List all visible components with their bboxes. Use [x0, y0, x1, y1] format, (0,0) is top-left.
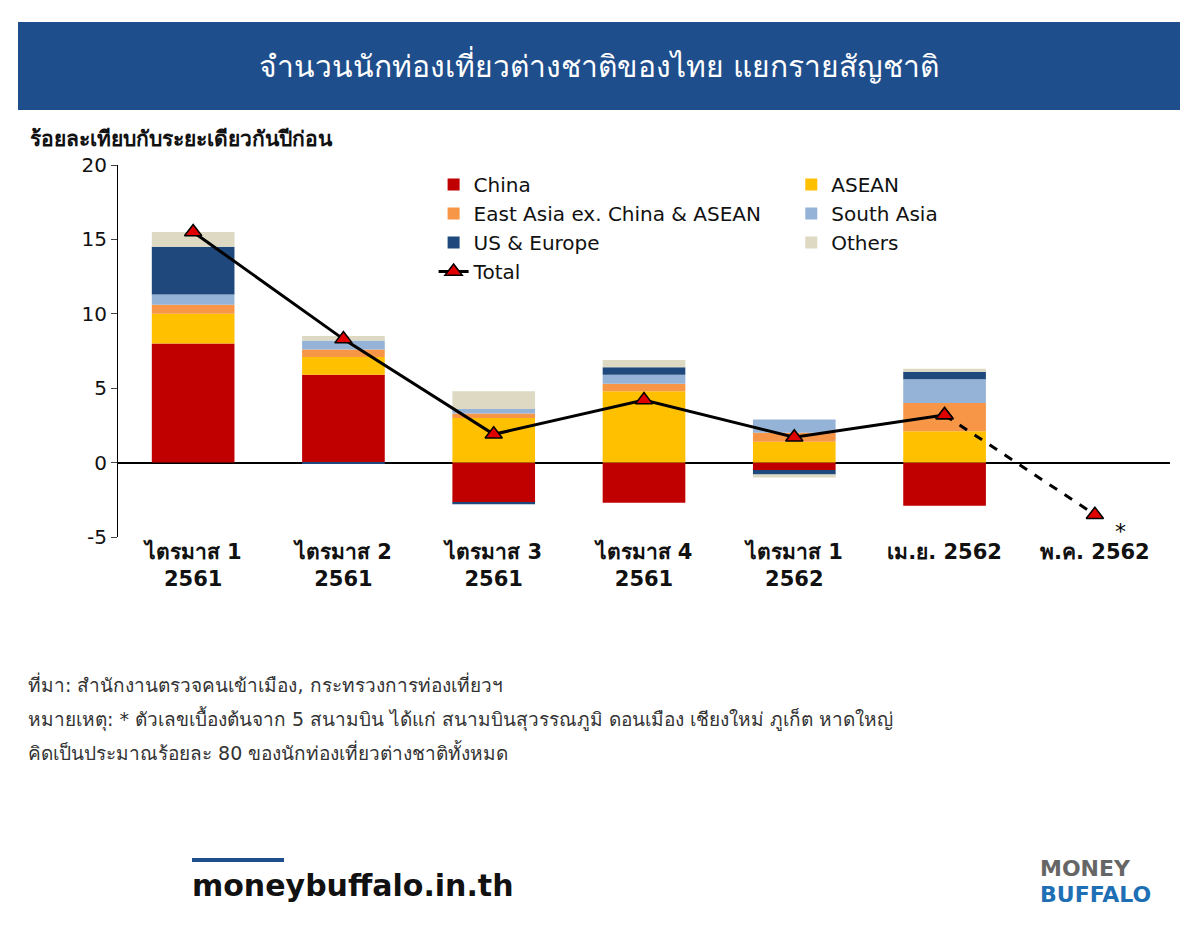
html-text:MONEY: MONEY — [1040, 856, 1130, 881]
svg-text:5: 5 — [94, 376, 107, 400]
svg-text:ร้อยละเทียบกับระยะเดียวกันปีก่: ร้อยละเทียบกับระยะเดียวกันปีก่อน — [30, 127, 333, 151]
svg-text:Total: Total — [473, 260, 521, 284]
svg-text:20: 20 — [82, 153, 107, 177]
svg-text:ไตรมาส 32561: ไตรมาส 32561 — [443, 539, 542, 591]
svg-text:China: China — [474, 173, 531, 197]
svg-text:East Asia ex. China & ASEAN: East Asia ex. China & ASEAN — [474, 202, 761, 226]
svg-text:เม.ย. 2562: เม.ย. 2562 — [887, 540, 1002, 564]
html-text:คิดเป็นประมาณร้อยละ 80 ของนักท: คิดเป็นประมาณร้อยละ 80 ของนักท่องเที่ยวต… — [28, 742, 509, 764]
svg-text:ASEAN: ASEAN — [831, 173, 899, 197]
svg-text:15: 15 — [82, 227, 107, 251]
html-text:หมายเหตุ: * ตัวเลขเบื้องต้นจาก: หมายเหตุ: * ตัวเลขเบื้องต้นจาก 5 สนามบิน… — [28, 708, 894, 730]
svg-text:10: 10 — [82, 302, 107, 326]
svg-text:*: * — [1115, 519, 1126, 544]
html-text:ที่มา: สำนักงานตรวจคนเข้าเมือง: ที่มา: สำนักงานตรวจคนเข้าเมือง, กระทรวงก… — [28, 674, 503, 696]
svg-text:พ.ค. 2562: พ.ค. 2562 — [1040, 540, 1150, 564]
svg-text:ไตรมาส 42561: ไตรมาส 42561 — [594, 539, 693, 591]
html-text:จำนวนนักท่องเที่ยวต่างชาติของไ: จำนวนนักท่องเที่ยวต่างชาติของไทย แยกรายส… — [258, 48, 940, 84]
svg-text:South Asia: South Asia — [831, 202, 937, 226]
svg-text:US & Europe: US & Europe — [474, 231, 600, 255]
svg-text:-5: -5 — [87, 525, 107, 549]
svg-text:ไตรมาส 22561: ไตรมาส 22561 — [293, 539, 392, 591]
html-text:BUFFALO: BUFFALO — [1040, 882, 1152, 907]
svg-text:0: 0 — [94, 451, 107, 475]
html-text:moneybuffalo.in.th: moneybuffalo.in.th — [192, 868, 514, 903]
svg-text:Others: Others — [831, 231, 898, 255]
svg-text:ไตรมาส 12561: ไตรมาส 12561 — [143, 539, 242, 591]
svg-text:ไตรมาส 12562: ไตรมาส 12562 — [744, 539, 843, 591]
